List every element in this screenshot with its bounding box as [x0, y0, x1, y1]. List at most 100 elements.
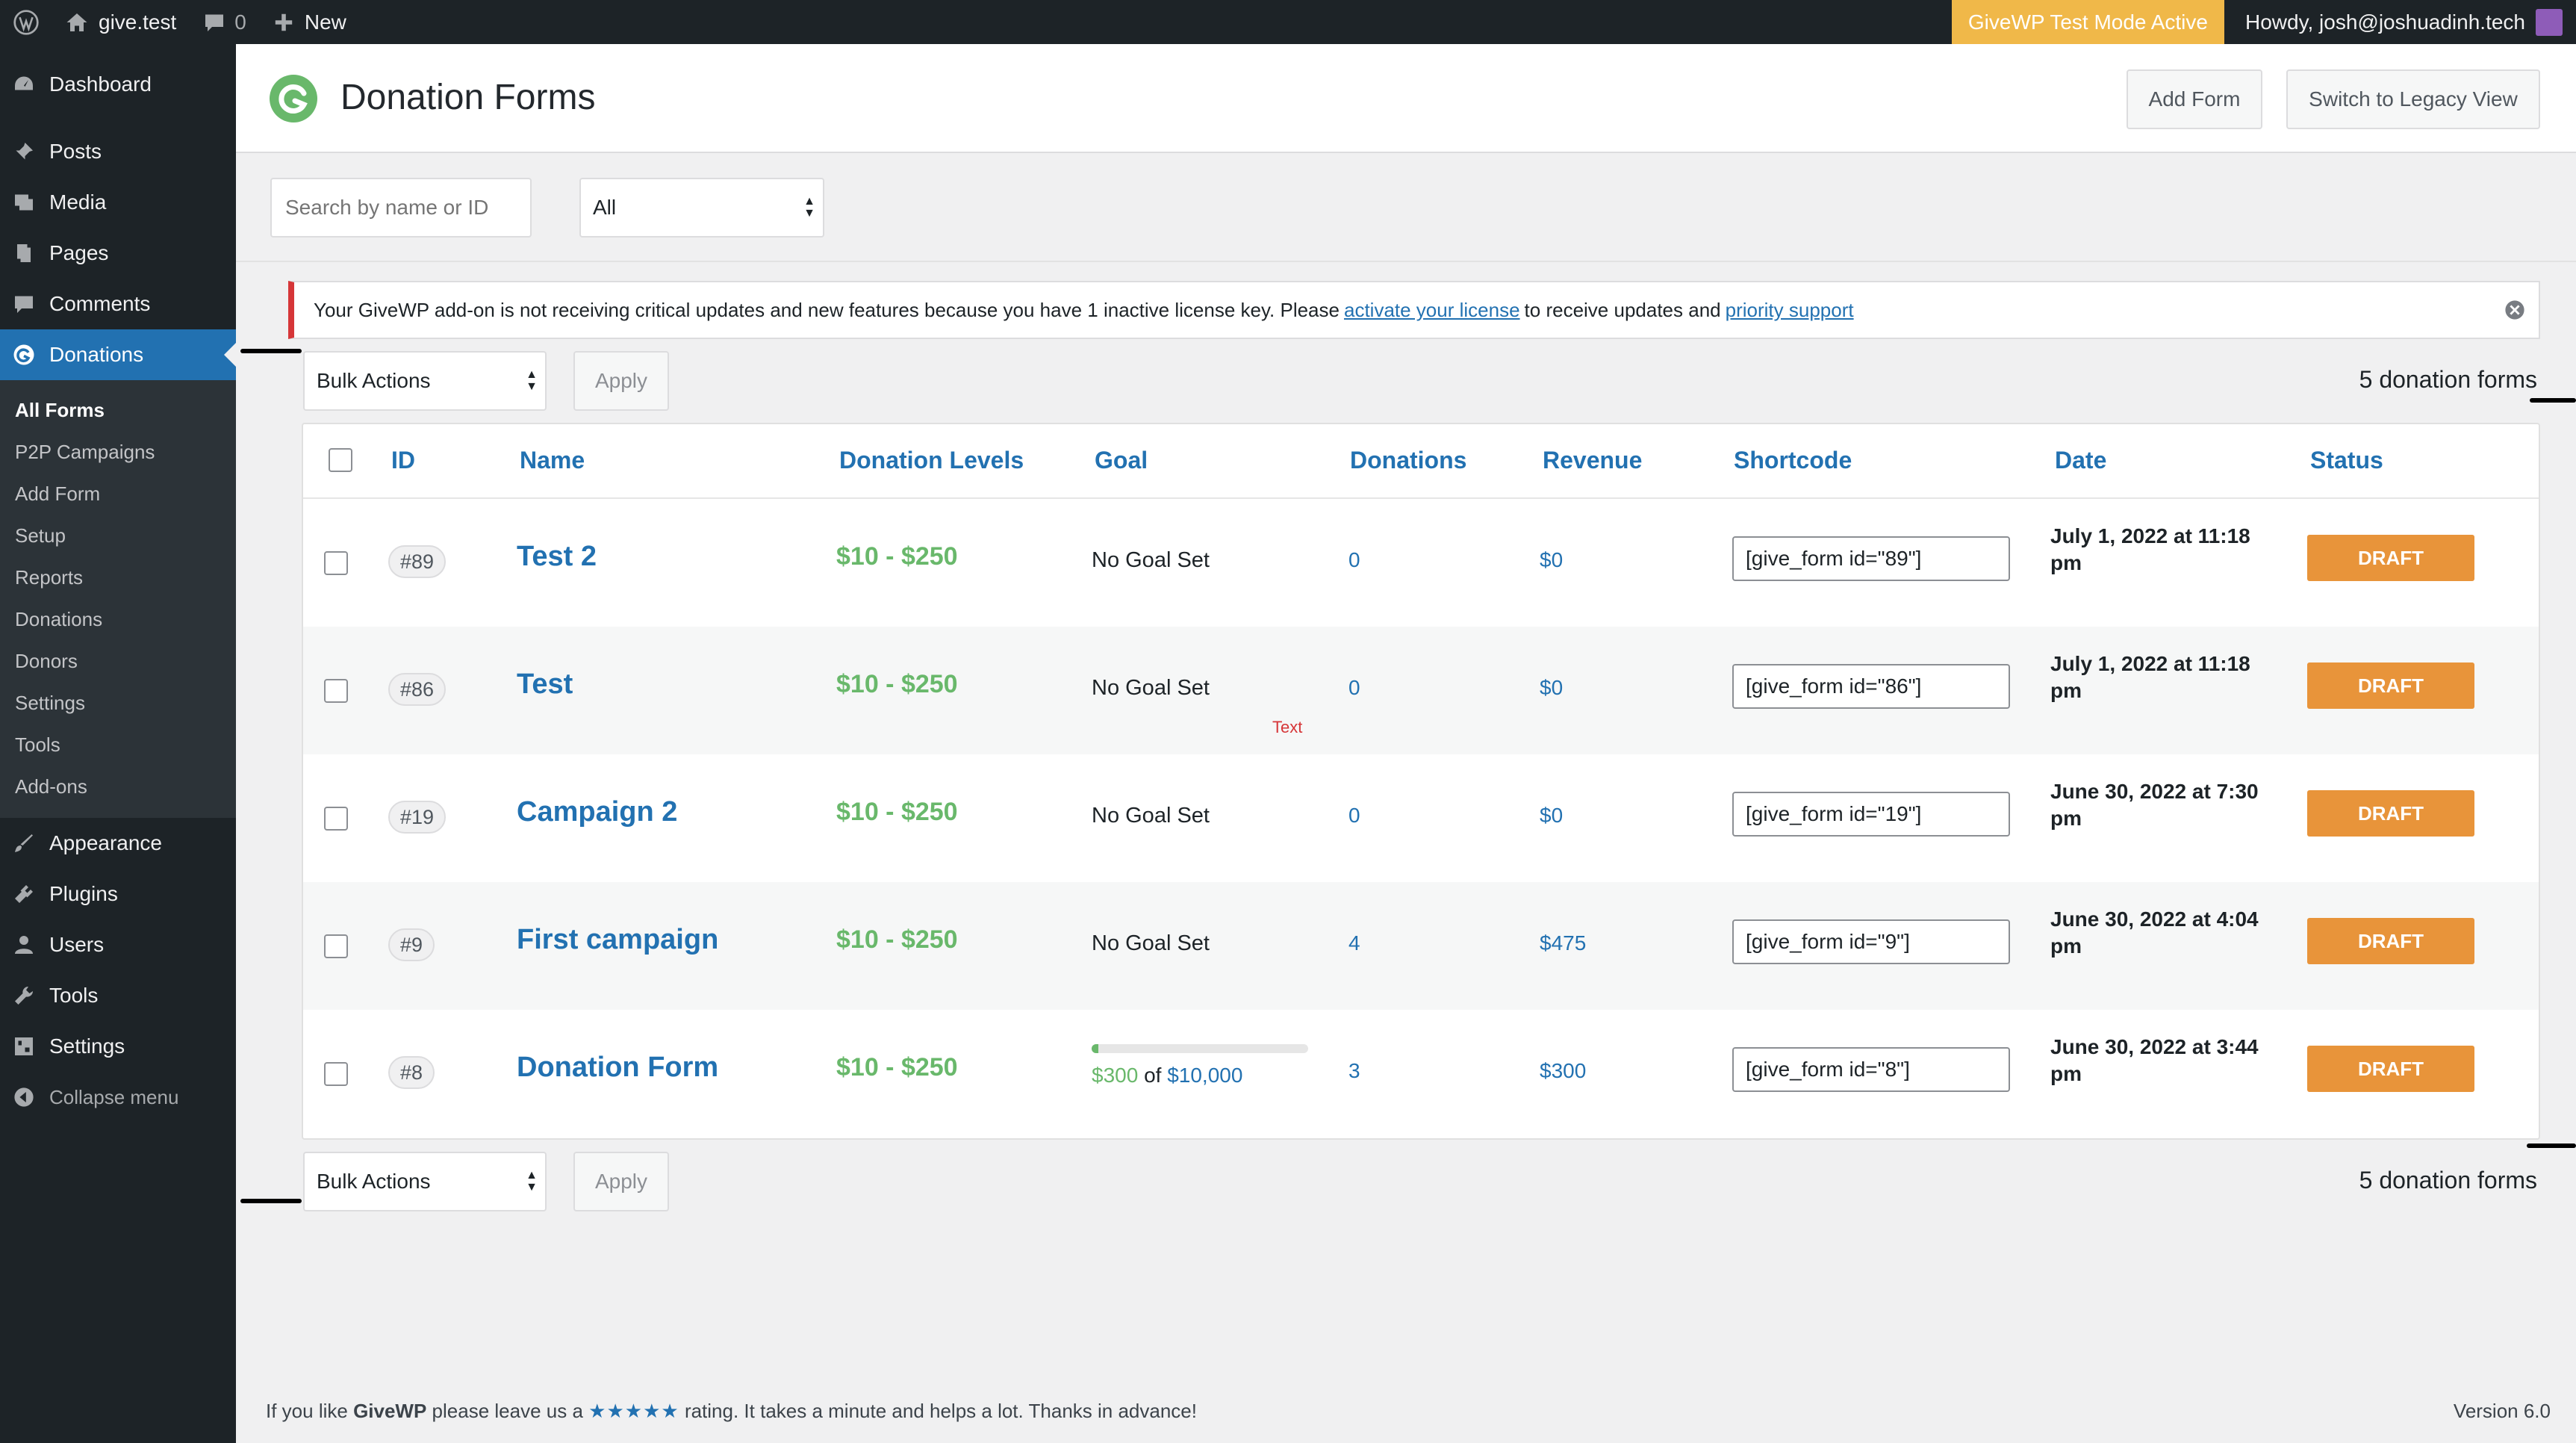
menu-label: Settings	[49, 1034, 125, 1058]
submenu-donors[interactable]: Donors	[15, 649, 78, 672]
revenue-link[interactable]: $0	[1540, 804, 1564, 827]
col-name[interactable]: Name	[520, 447, 585, 474]
annotation-mark	[240, 349, 302, 353]
submenu-tools[interactable]: Tools	[15, 733, 60, 756]
howdy-user[interactable]: Howdy, josh@joshuadinh.tech	[2244, 10, 2525, 34]
dashboard-icon	[10, 71, 37, 98]
collapse-icon	[10, 1084, 37, 1111]
row-checkbox[interactable]	[324, 807, 348, 831]
site-name-link[interactable]: give.test	[52, 0, 190, 44]
menu-label: Plugins	[49, 882, 118, 905]
submenu-setup[interactable]: Setup	[15, 524, 66, 547]
wordpress-logo-icon[interactable]	[0, 0, 52, 44]
shortcode-input[interactable]: [give_form id="19"]	[1732, 792, 2010, 837]
donations-count-link[interactable]: 4	[1348, 931, 1360, 955]
goal-raised: $300	[1092, 1064, 1139, 1087]
wrench-icon	[10, 982, 37, 1009]
form-name-link[interactable]: First campaign	[517, 924, 719, 955]
menu-pages[interactable]: Pages	[0, 228, 236, 279]
apply-button-top[interactable]: Apply	[573, 351, 669, 411]
menu-users[interactable]: Users	[0, 919, 236, 970]
status-badge: DRAFT	[2307, 662, 2474, 709]
col-goal[interactable]: Goal	[1095, 447, 1148, 474]
menu-donations[interactable]: Donations	[0, 329, 236, 380]
submenu-reports[interactable]: Reports	[15, 565, 84, 589]
shortcode-input[interactable]: [give_form id="9"]	[1732, 919, 2010, 964]
menu-dashboard[interactable]: Dashboard	[0, 59, 236, 110]
revenue-link[interactable]: $0	[1540, 676, 1564, 699]
shortcode-input[interactable]: [give_form id="89"]	[1732, 536, 2010, 581]
col-shortcode[interactable]: Shortcode	[1734, 447, 1852, 474]
donations-count-link[interactable]: 0	[1348, 676, 1360, 699]
comments-link[interactable]: 0	[190, 0, 260, 44]
select-all-checkbox[interactable]	[329, 448, 352, 472]
test-mode-badge[interactable]: GiveWP Test Mode Active	[1951, 0, 2224, 44]
new-content-link[interactable]: New	[260, 0, 360, 44]
form-name-link[interactable]: Donation Form	[517, 1052, 719, 1083]
revenue-link[interactable]: $475	[1540, 931, 1587, 955]
donations-count-link[interactable]: 0	[1348, 548, 1360, 571]
home-icon	[66, 13, 87, 31]
donations-count-link[interactable]: 0	[1348, 804, 1360, 827]
submenu-all-forms[interactable]: All Forms	[15, 398, 105, 421]
donations-submenu: All Forms P2P Campaigns Add Form Setup R…	[0, 380, 236, 818]
menu-tools[interactable]: Tools	[0, 970, 236, 1021]
status-filter-select[interactable]: All ▲ ▼	[579, 178, 824, 238]
col-donation-levels[interactable]: Donation Levels	[839, 447, 1024, 474]
status-badge: DRAFT	[2307, 1046, 2474, 1092]
col-status[interactable]: Status	[2310, 447, 2383, 474]
switch-legacy-view-button[interactable]: Switch to Legacy View	[2286, 69, 2540, 129]
goal-text: No Goal Set	[1092, 548, 1210, 572]
menu-comments[interactable]: Comments	[0, 279, 236, 329]
donations-count-link[interactable]: 3	[1348, 1059, 1360, 1082]
menu-appearance[interactable]: Appearance	[0, 818, 236, 869]
stray-text-label: Text	[1272, 718, 1303, 736]
bulk-actions-select-top[interactable]: Bulk Actions ▲ ▼	[303, 351, 547, 411]
dismiss-notice-icon[interactable]	[2504, 300, 2525, 320]
submenu-add-form[interactable]: Add Form	[15, 482, 101, 505]
submenu-add-ons[interactable]: Add-ons	[15, 775, 87, 798]
row-checkbox[interactable]	[324, 934, 348, 958]
footer-text: rating. It takes a minute and helps a lo…	[684, 1400, 1197, 1422]
menu-posts[interactable]: Posts	[0, 126, 236, 177]
shortcode-input[interactable]: [give_form id="86"]	[1732, 664, 2010, 709]
menu-plugins[interactable]: Plugins	[0, 869, 236, 919]
revenue-link[interactable]: $300	[1540, 1059, 1587, 1082]
col-donations[interactable]: Donations	[1350, 447, 1467, 474]
apply-button-bottom[interactable]: Apply	[573, 1152, 669, 1211]
search-input[interactable]	[270, 178, 532, 238]
menu-settings[interactable]: Settings	[0, 1021, 236, 1072]
shortcode-input[interactable]: [give_form id="8"]	[1732, 1047, 2010, 1092]
submenu-donations[interactable]: Donations	[15, 607, 103, 630]
row-checkbox[interactable]	[324, 679, 348, 703]
activate-license-link[interactable]: activate your license	[1343, 298, 1520, 321]
form-name-link[interactable]: Test 2	[517, 541, 597, 572]
id-badge: #8	[388, 1056, 435, 1089]
revenue-link[interactable]: $0	[1540, 548, 1564, 571]
col-date[interactable]: Date	[2055, 447, 2107, 474]
annotation-mark	[2527, 1143, 2576, 1148]
add-form-button[interactable]: Add Form	[2127, 69, 2262, 129]
priority-support-link[interactable]: priority support	[1725, 298, 1854, 321]
submenu-p2p-campaigns[interactable]: P2P Campaigns	[15, 440, 155, 463]
plugin-icon	[10, 881, 37, 907]
new-label: New	[304, 10, 346, 34]
form-name-link[interactable]: Test	[517, 668, 573, 700]
forms-count-top: 5 donation forms	[2359, 366, 2537, 393]
col-revenue[interactable]: Revenue	[1543, 447, 1643, 474]
submenu-settings[interactable]: Settings	[15, 691, 85, 714]
rating-stars-link[interactable]: ★★★★★	[588, 1400, 679, 1422]
col-id[interactable]: ID	[391, 447, 415, 474]
notice-text-middle: to receive updates and	[1524, 298, 1721, 321]
row-checkbox[interactable]	[324, 551, 348, 575]
brush-icon	[10, 830, 37, 857]
bulk-actions-select-bottom[interactable]: Bulk Actions ▲ ▼	[303, 1152, 547, 1211]
row-checkbox[interactable]	[324, 1062, 348, 1086]
form-name-link[interactable]: Campaign 2	[517, 796, 678, 828]
goal-progress-fill	[1092, 1044, 1098, 1053]
menu-media[interactable]: Media	[0, 177, 236, 228]
donation-levels: $10 - $250	[836, 670, 958, 698]
select-arrows-icon: ▲ ▼	[526, 368, 538, 393]
avatar[interactable]	[2536, 8, 2563, 36]
collapse-menu-button[interactable]: Collapse menu	[0, 1072, 236, 1123]
